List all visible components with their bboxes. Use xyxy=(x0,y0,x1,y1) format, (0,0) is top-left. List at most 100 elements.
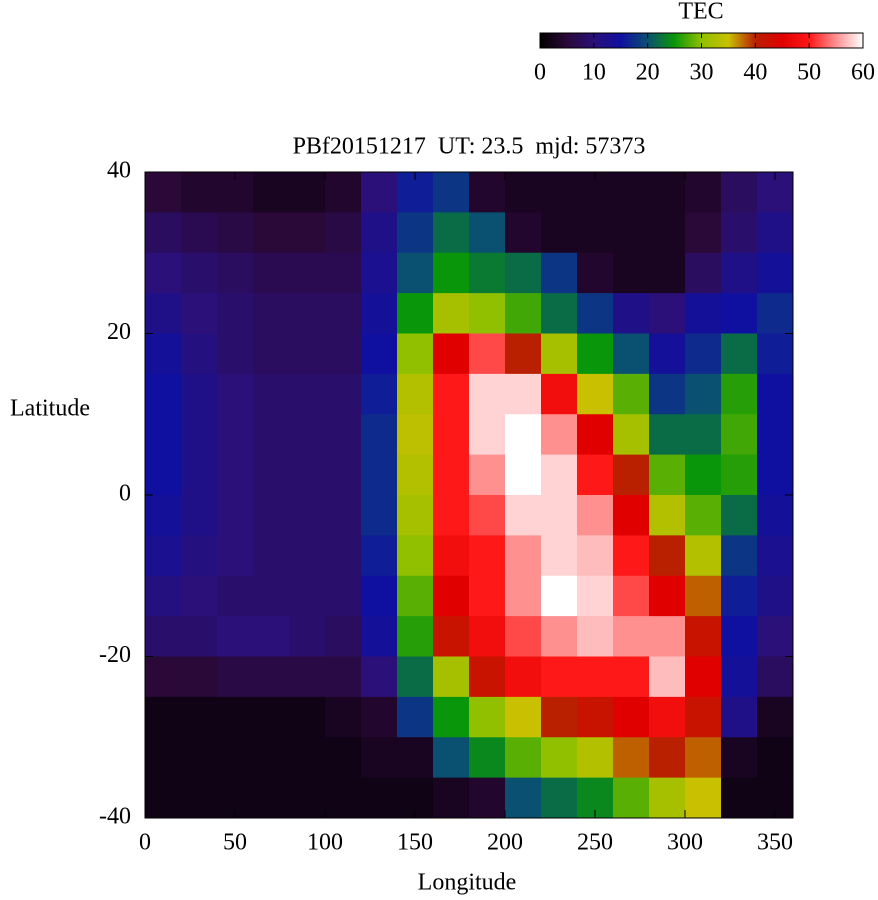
heatmap-cell xyxy=(649,333,686,375)
heatmap-cell xyxy=(433,172,470,213)
heatmap-cell xyxy=(685,696,722,738)
heatmap-cell xyxy=(577,616,614,657)
x-tick-label: 350 xyxy=(757,830,793,856)
heatmap-cell xyxy=(217,414,254,456)
heatmap-cell xyxy=(433,293,470,334)
heatmap-cell xyxy=(325,535,362,577)
heatmap-cell xyxy=(181,535,218,577)
heatmap-cell xyxy=(721,696,758,738)
heatmap-cell xyxy=(577,535,614,577)
heatmap-cell xyxy=(721,252,758,294)
heatmap-cell xyxy=(361,575,398,617)
heatmap-cell xyxy=(757,737,794,779)
heatmap-cell xyxy=(613,535,650,577)
heatmap-cell xyxy=(541,293,578,334)
heatmap-cell xyxy=(757,414,794,456)
heatmap-cell xyxy=(289,737,326,779)
colorbar-label: TEC xyxy=(678,0,723,25)
heatmap-cell xyxy=(469,777,506,819)
heatmap-cell xyxy=(145,454,182,496)
heatmap-cell xyxy=(361,333,398,375)
heatmap-cell xyxy=(325,293,362,334)
heatmap-cell xyxy=(469,333,506,375)
heatmap-cell xyxy=(649,212,686,254)
heatmap-cell xyxy=(541,575,578,617)
heatmap-cell xyxy=(181,495,218,536)
heatmap-cell xyxy=(253,293,290,334)
heatmap-cell xyxy=(181,737,218,779)
x-tick-label: 200 xyxy=(487,830,523,856)
heatmap-cell xyxy=(217,737,254,779)
heatmap-cell xyxy=(685,454,722,496)
heatmap-cell xyxy=(145,212,182,254)
heatmap-cell xyxy=(505,293,542,334)
heatmap-cell xyxy=(757,212,794,254)
heatmap-cell xyxy=(577,293,614,334)
heatmap-cell xyxy=(469,172,506,213)
heatmap-cell xyxy=(325,333,362,375)
heatmap-cell xyxy=(397,212,434,254)
heatmap-cell xyxy=(181,454,218,496)
heatmap-cell xyxy=(541,172,578,213)
heatmap-cell xyxy=(433,252,470,294)
heatmap-cell xyxy=(685,373,722,415)
heatmap-cell xyxy=(649,737,686,779)
heatmap-cell xyxy=(253,172,290,213)
heatmap-cell xyxy=(289,575,326,617)
heatmap-cell xyxy=(505,616,542,657)
heatmap-cell xyxy=(649,777,686,819)
heatmap-cell xyxy=(145,414,182,456)
heatmap-cell xyxy=(685,656,722,698)
heatmap-cell xyxy=(649,535,686,577)
heatmap-cell xyxy=(325,575,362,617)
heatmap-cell xyxy=(613,212,650,254)
heatmap-cell xyxy=(577,696,614,738)
heatmap-cell xyxy=(505,172,542,213)
heatmap-cell xyxy=(361,656,398,698)
heatmap-cell xyxy=(541,414,578,456)
heatmap-cell xyxy=(253,333,290,375)
heatmap-cell xyxy=(613,454,650,496)
heatmap-cell xyxy=(685,575,722,617)
heatmap-cell xyxy=(649,414,686,456)
heatmap-cell xyxy=(505,495,542,536)
heatmap-cell xyxy=(217,333,254,375)
heatmap-cell xyxy=(397,414,434,456)
heatmap-cell xyxy=(613,293,650,334)
heatmap-cell xyxy=(181,616,218,657)
heatmap-cell xyxy=(757,252,794,294)
heatmap-cell xyxy=(505,696,542,738)
heatmap-cell xyxy=(721,414,758,456)
heatmap-cell xyxy=(613,737,650,779)
heatmap-cell xyxy=(325,777,362,819)
heatmap-cell xyxy=(145,373,182,415)
heatmap-cell xyxy=(181,777,218,819)
heatmap-cell xyxy=(721,495,758,536)
heatmap-cell xyxy=(505,373,542,415)
heatmap-cell xyxy=(361,777,398,819)
x-tick-label: 150 xyxy=(397,830,433,856)
heatmap-cell xyxy=(505,737,542,779)
heatmap-cell xyxy=(721,656,758,698)
colorbar-tick-label: 30 xyxy=(690,60,714,86)
y-tick-label: 20 xyxy=(107,319,131,345)
heatmap-cell xyxy=(649,454,686,496)
heatmap-cell xyxy=(361,414,398,456)
heatmap-cell xyxy=(433,777,470,819)
heatmap-cell xyxy=(577,252,614,294)
heatmap-cell xyxy=(685,212,722,254)
heatmap-cell xyxy=(613,172,650,213)
heatmap-cell xyxy=(469,495,506,536)
heatmap-cell xyxy=(145,495,182,536)
heatmap-cell xyxy=(397,575,434,617)
heatmap-cell xyxy=(721,293,758,334)
heatmap-cell xyxy=(649,575,686,617)
heatmap-cell xyxy=(145,252,182,294)
heatmap-cell xyxy=(145,172,182,213)
heatmap-cell xyxy=(613,252,650,294)
heatmap-cell xyxy=(289,777,326,819)
heatmap-cell xyxy=(505,656,542,698)
heatmap-cell xyxy=(613,656,650,698)
heatmap-cell xyxy=(505,535,542,577)
heatmap-cell xyxy=(721,535,758,577)
